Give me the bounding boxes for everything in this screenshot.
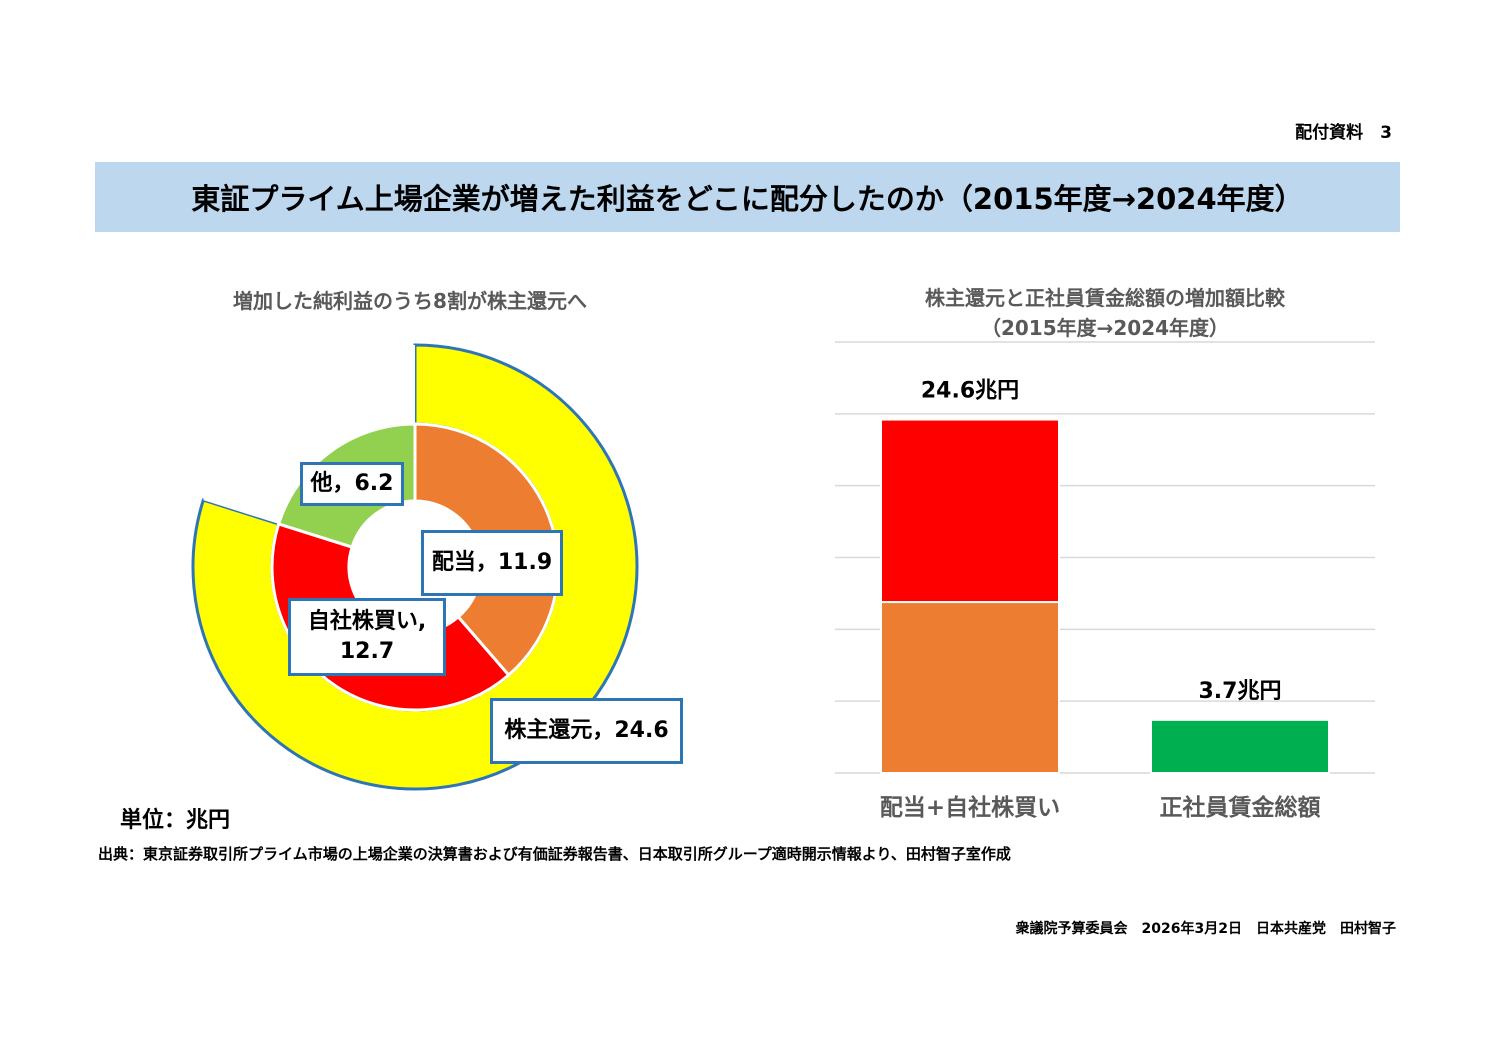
callout-shareholder-return: 株主還元，24.6: [490, 698, 683, 764]
callout-buyback-label: 自社株買い,: [307, 609, 427, 634]
outer-ring-slice-1: [203, 345, 415, 524]
bar-chart-title-line1: 株主還元と正社員賃金総額の増加額比較: [925, 286, 1285, 310]
bar-total-label: 3.7兆円: [1199, 679, 1282, 704]
callout-buyback: 自社株買い, 12.7: [288, 598, 446, 676]
page-title: 東証プライム上場企業が増えた利益をどこに配分したのか（2015年度→2024年度…: [191, 182, 1304, 216]
bar-total-label: 24.6兆円: [921, 379, 1019, 404]
callout-buyback-value: 12.7: [339, 639, 395, 664]
unit-label: 単位：兆円: [120, 808, 231, 833]
donut-chart-title: 増加した純利益のうち8割が株主還元へ: [233, 289, 587, 313]
title-bar: 東証プライム上場企業が増えた利益をどこに配分したのか（2015年度→2024年度…: [95, 162, 1400, 232]
callout-other: 他，6.2: [300, 462, 404, 506]
bar-chart: 24.6兆円 3.7兆円 配当+自社株買い 正社員賃金総額: [835, 341, 1375, 821]
footer-note: 衆議院予算委員会 2026年3月2日 日本共産党 田村智子: [1015, 921, 1396, 937]
bar-category-label: 正社員賃金総額: [1160, 794, 1321, 821]
bar-segment: [1150, 718, 1330, 774]
bar-chart-title: 株主還元と正社員賃金総額の増加額比較 （2015年度→2024年度）: [835, 283, 1375, 343]
bar-total-labels: 24.6兆円 3.7兆円: [921, 379, 1282, 704]
bar-chart-title-line2: （2015年度→2024年度）: [980, 316, 1230, 340]
bar-segment: [880, 418, 1060, 604]
source-note: 出典：東京証券取引所プライム市場の上場企業の決算書および有価証券報告書、日本取引…: [98, 845, 1011, 863]
bar-category-labels: 配当+自社株買い 正社員賃金総額: [880, 794, 1321, 821]
bar-segment: [880, 601, 1060, 774]
bar-category-label: 配当+自社株買い: [880, 794, 1060, 821]
callout-dividend: 配当，11.9: [421, 530, 563, 596]
handout-label: 配付資料 3: [1295, 123, 1392, 143]
bar-rects: [880, 418, 1330, 774]
